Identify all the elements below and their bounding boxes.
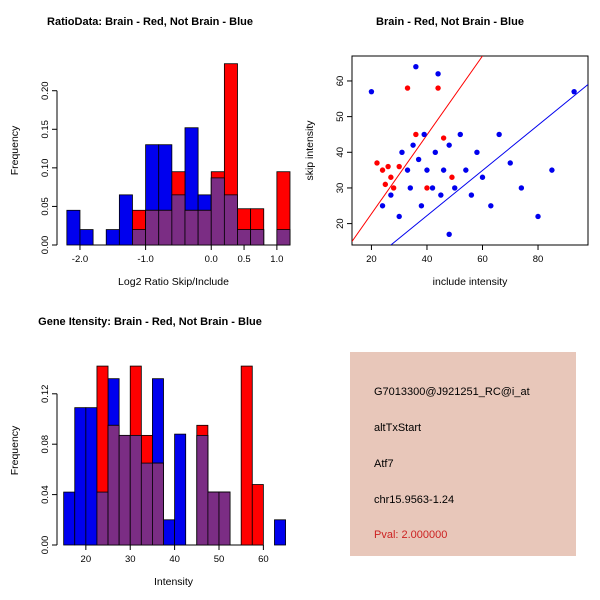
chromosome-location-text: chr15.9563-1.24 bbox=[374, 494, 455, 506]
ratio-histogram-chart: RatioData: Brain - Red, Not Brain - Blue… bbox=[9, 16, 291, 288]
svg-text:0.04: 0.04 bbox=[40, 485, 51, 504]
gene-intensity-histogram-chart: Gene Itensity: Brain - Red, Not Brain - … bbox=[9, 316, 286, 588]
svg-text:0.15: 0.15 bbox=[40, 120, 51, 139]
svg-text:Intensity: Intensity bbox=[154, 576, 194, 588]
gene-name-text: Atf7 bbox=[374, 458, 394, 470]
svg-text:60: 60 bbox=[258, 554, 269, 565]
svg-text:40: 40 bbox=[422, 254, 433, 265]
svg-text:20: 20 bbox=[335, 218, 346, 229]
svg-text:Gene Itensity: Brain - Red, No: Gene Itensity: Brain - Red, Not Brain - … bbox=[38, 316, 262, 328]
svg-text:0.05: 0.05 bbox=[40, 197, 51, 216]
svg-text:20: 20 bbox=[81, 554, 92, 565]
svg-text:40: 40 bbox=[335, 147, 346, 158]
panel-intensity-scatter: Brain - Red, Not Brain - Blue include int… bbox=[300, 0, 600, 300]
svg-text:0.00: 0.00 bbox=[40, 236, 51, 255]
panel-ratio-histogram: RatioData: Brain - Red, Not Brain - Blue… bbox=[0, 0, 300, 300]
svg-text:30: 30 bbox=[335, 183, 346, 194]
pval-text: Pval: 2.000000 bbox=[374, 529, 448, 541]
probe-id-text: G7013300@J921251_RC@i_at bbox=[374, 386, 530, 398]
svg-text:0.20: 0.20 bbox=[40, 81, 51, 100]
svg-text:Brain - Red, Not Brain - Blue: Brain - Red, Not Brain - Blue bbox=[376, 16, 524, 28]
svg-text:include intensity: include intensity bbox=[433, 276, 508, 288]
svg-text:50: 50 bbox=[335, 111, 346, 122]
svg-text:0.12: 0.12 bbox=[40, 385, 51, 404]
event-type-text: altTxStart bbox=[374, 422, 422, 434]
panel-gene-intensity-histogram: Gene Itensity: Brain - Red, Not Brain - … bbox=[0, 300, 300, 600]
svg-text:80: 80 bbox=[533, 254, 544, 265]
svg-text:60: 60 bbox=[335, 76, 346, 87]
svg-text:0.08: 0.08 bbox=[40, 435, 51, 454]
svg-text:50: 50 bbox=[214, 554, 225, 565]
svg-text:20: 20 bbox=[366, 254, 377, 265]
svg-text:40: 40 bbox=[169, 554, 180, 565]
svg-text:RatioData: Brain - Red, Not Br: RatioData: Brain - Red, Not Brain - Blue bbox=[47, 16, 253, 28]
svg-text:0.0: 0.0 bbox=[205, 254, 218, 265]
svg-text:0.00: 0.00 bbox=[40, 536, 51, 555]
svg-text:0.5: 0.5 bbox=[237, 254, 250, 265]
svg-text:Frequency: Frequency bbox=[9, 125, 21, 175]
skip-include-scatter-chart: Brain - Red, Not Brain - Blue include int… bbox=[304, 16, 589, 288]
svg-text:Frequency: Frequency bbox=[9, 425, 21, 475]
svg-text:skip intensity: skip intensity bbox=[304, 120, 316, 181]
svg-text:1.0: 1.0 bbox=[270, 254, 283, 265]
svg-text:0.10: 0.10 bbox=[40, 159, 51, 178]
svg-text:-2.0: -2.0 bbox=[72, 254, 88, 265]
svg-text:-1.0: -1.0 bbox=[137, 254, 153, 265]
svg-text:Log2 Ratio Skip/Include: Log2 Ratio Skip/Include bbox=[118, 276, 229, 288]
svg-text:60: 60 bbox=[477, 254, 488, 265]
info-box: G7013300@J921251_RC@i_at altTxStart Atf7… bbox=[350, 352, 576, 556]
svg-text:30: 30 bbox=[125, 554, 136, 565]
